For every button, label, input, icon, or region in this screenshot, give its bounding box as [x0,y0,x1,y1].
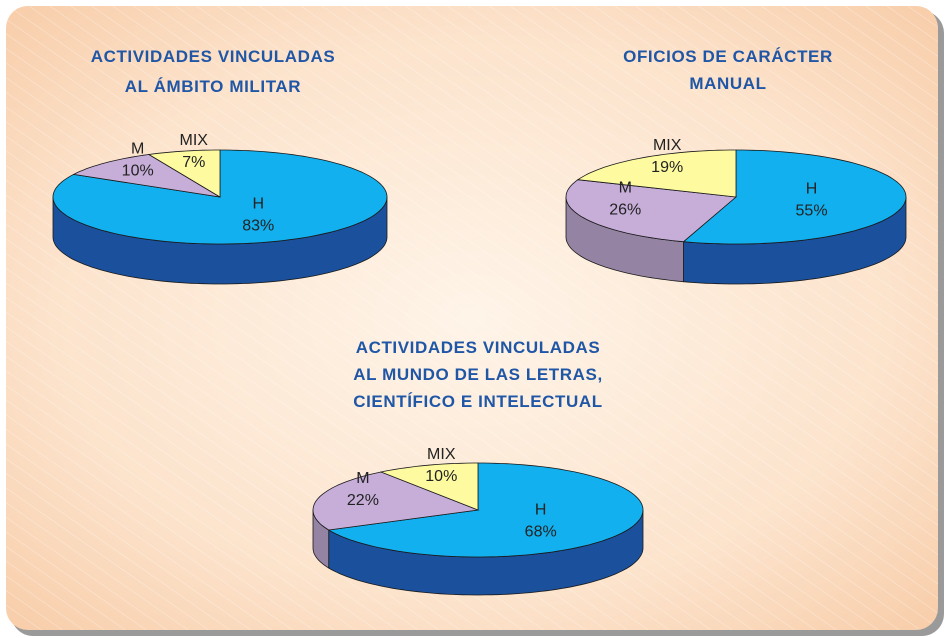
slice-value-label: 19% [651,159,683,176]
slice [312,471,480,531]
slice-category: H [806,181,818,198]
slice-value-label: 83% [242,217,274,234]
slice-category: M [356,470,369,487]
slice-value-label: 26% [609,202,641,219]
slice-value-label: 7% [182,154,205,171]
slice [565,179,737,243]
slice-category: M [131,141,144,158]
slice-value-label: 68% [525,524,557,541]
slice-value-label: 22% [347,492,379,509]
slice [72,154,221,198]
slice-category: MIX [427,446,456,463]
chart-title: AL MUNDO DE LAS LETRAS, [353,365,603,384]
slice-value-label: 10% [122,163,154,180]
slice [576,149,737,198]
slice [682,149,907,245]
slice-category: MIX [180,132,209,149]
slice-category: H [535,502,547,519]
chart-title: AL ÁMBITO MILITAR [125,77,301,96]
slice [327,462,644,558]
chart-title: MANUAL [689,74,766,93]
slice-value-label: 10% [425,468,457,485]
slice-category: MIX [653,137,682,154]
chart-title: ACTIVIDADES VINCULADAS [356,338,601,357]
chart-title: OFICIOS DE CARÁCTER [623,47,833,66]
slice [379,462,479,511]
slice [147,149,221,198]
chart-title: CIENTÍFICO E INTELECTUAL [353,392,603,411]
chart-title: ACTIVIDADES VINCULADAS [91,47,336,66]
slice-category: M [619,180,632,197]
slice-value-label: 55% [796,203,828,220]
slice-category: H [252,195,264,212]
